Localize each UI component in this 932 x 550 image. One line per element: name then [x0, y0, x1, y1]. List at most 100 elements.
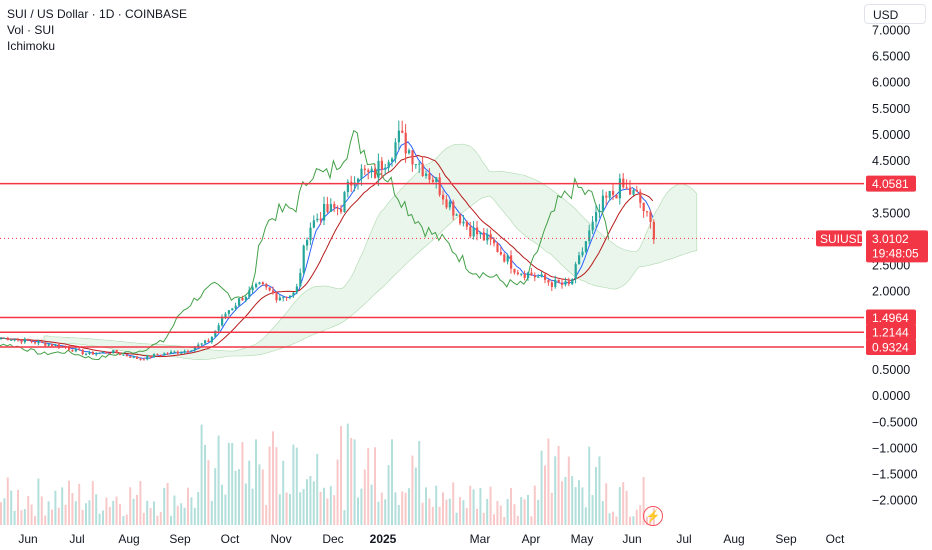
candle-body — [159, 354, 162, 356]
price-tick-label: 6.5000 — [872, 50, 910, 64]
volume-bar — [336, 459, 339, 525]
volume-bar — [227, 443, 230, 525]
volume-bar — [353, 439, 356, 525]
time-axis-label: Sep — [775, 532, 797, 546]
volume-bar — [142, 512, 145, 525]
candle — [217, 322, 220, 333]
candle-body — [306, 240, 309, 246]
candle-body — [564, 281, 567, 285]
price-tick-label: 0.0000 — [872, 389, 910, 403]
volume-bar — [523, 499, 526, 525]
volume-bar — [285, 492, 288, 525]
candle-body — [248, 290, 251, 297]
candle — [112, 349, 115, 354]
candle-body — [363, 168, 366, 170]
candle-body — [469, 226, 472, 237]
candle — [81, 349, 84, 356]
candle-body — [431, 179, 434, 182]
symbol-title[interactable]: SUI / US Dollar · 1D · COINBASE — [7, 7, 188, 21]
candle-body — [34, 342, 37, 344]
candle-body — [234, 305, 237, 309]
volume-bar — [119, 503, 121, 525]
candle-body — [408, 150, 411, 154]
ichimoku-indicator-label[interactable]: Ichimoku — [7, 39, 56, 53]
last-price-badge — [866, 230, 928, 263]
candle-body — [302, 245, 305, 273]
candle-body — [544, 274, 547, 280]
candle-body — [540, 274, 543, 277]
volume-bar — [401, 491, 404, 525]
volume-bar — [176, 505, 179, 525]
volume-bar — [618, 487, 621, 525]
candle — [452, 199, 455, 221]
candle — [153, 353, 156, 358]
volume-bar — [187, 487, 189, 525]
candle — [503, 252, 506, 263]
candle — [57, 342, 60, 350]
volume-bar — [81, 509, 84, 525]
candle — [584, 241, 587, 254]
candle-body — [510, 255, 513, 269]
level-badge-label: 4.0581 — [872, 177, 909, 191]
candle-body — [445, 199, 448, 208]
candle — [632, 188, 635, 196]
candle — [187, 349, 190, 354]
price-tick-label: 3.5000 — [872, 206, 910, 220]
volume-bar — [499, 505, 502, 525]
candle-body — [193, 347, 196, 351]
volume-bar — [346, 423, 349, 525]
price-tick-label: −2.0000 — [872, 494, 918, 508]
time-axis-label: Jun — [18, 532, 37, 546]
volume-bar — [438, 506, 441, 525]
time-axis-label: Aug — [118, 532, 139, 546]
candle — [285, 296, 288, 301]
currency-selector[interactable]: USD — [864, 4, 926, 24]
volume-bar — [98, 513, 101, 525]
candle — [605, 191, 608, 206]
candle-body — [537, 276, 540, 278]
candle — [125, 354, 128, 357]
volume-bar — [112, 500, 115, 525]
candle-body — [571, 279, 574, 285]
volume-bar — [374, 447, 376, 525]
time-axis-label: Aug — [723, 532, 744, 546]
price-tick-label: −0.5000 — [872, 415, 918, 429]
candle-body — [465, 221, 468, 227]
volume-bar — [448, 498, 451, 525]
candle — [241, 295, 244, 301]
candle-body — [3, 337, 6, 339]
candle — [268, 287, 271, 292]
volume-bar — [581, 487, 584, 525]
candle — [34, 340, 37, 345]
candle-body — [30, 340, 33, 343]
volume-bar — [622, 482, 625, 525]
volume-bar — [612, 511, 614, 525]
volume-bar — [248, 460, 251, 525]
candle-body — [163, 353, 166, 356]
candle-body — [567, 281, 570, 285]
volume-indicator-label[interactable]: Vol · SUI — [7, 23, 55, 37]
volume-bar — [506, 499, 509, 525]
volume-bar — [105, 497, 108, 525]
candle — [391, 157, 394, 167]
volume-bar — [465, 508, 468, 525]
candle — [414, 163, 417, 169]
candle — [302, 244, 305, 276]
lightning-icon[interactable]: ⚡ — [643, 506, 663, 526]
time-axis-label: Jul — [676, 532, 691, 546]
volume-bar — [367, 448, 370, 525]
volume-bar — [421, 502, 424, 525]
volume-bar — [71, 493, 74, 525]
candle — [523, 270, 526, 281]
candle-body — [282, 296, 285, 298]
candle — [295, 283, 298, 295]
volume-bar — [343, 510, 346, 525]
candle-body — [326, 204, 329, 212]
candle-body — [44, 342, 47, 346]
volume-bar — [561, 481, 563, 525]
candle-body — [261, 282, 264, 285]
candle-body — [102, 351, 105, 353]
candle-body — [268, 287, 271, 291]
ichimoku-cloud — [43, 143, 698, 360]
